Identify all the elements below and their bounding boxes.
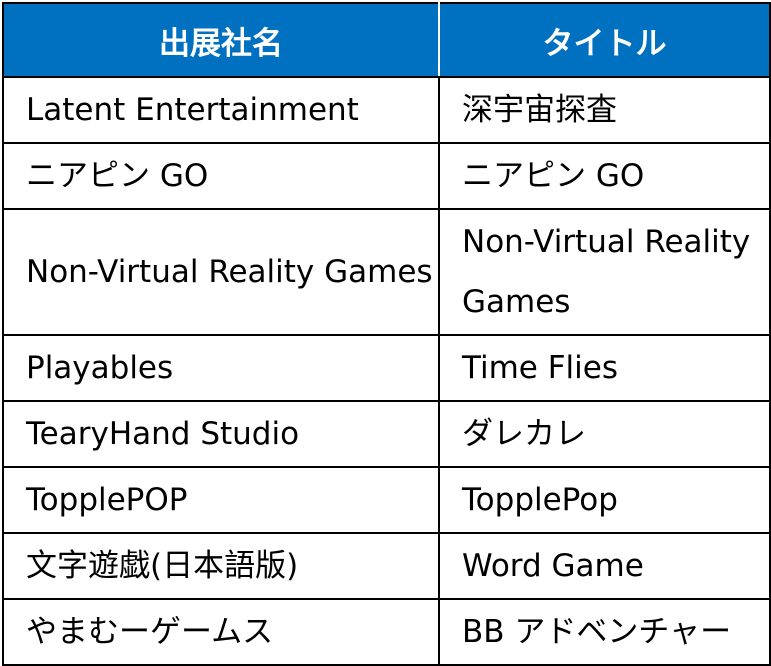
- table-row: Non-Virtual Reality Games Non-Virtual Re…: [2, 208, 771, 336]
- exhibitor-name-cell: TearyHand Studio: [2, 400, 440, 468]
- table-header-row: 出展社名 タイトル: [2, 2, 771, 78]
- table-row: やまむーゲームス BB アドベンチャー: [2, 598, 771, 666]
- game-title-cell: Word Game: [438, 532, 771, 600]
- table-row: TopplePOP TopplePop: [2, 466, 771, 534]
- table-row: TearyHand Studio ダレカレ: [2, 400, 771, 468]
- column-header-exhibitor: 出展社名: [2, 2, 440, 78]
- game-title-cell: 深宇宙探査: [438, 76, 771, 144]
- exhibitor-name-cell: Non-Virtual Reality Games: [2, 208, 440, 336]
- exhibitor-name-cell: ニアピン GO: [2, 142, 440, 210]
- game-title-cell: BB アドベンチャー: [438, 598, 771, 666]
- table-row: ニアピン GO ニアピン GO: [2, 142, 771, 210]
- exhibitor-name-cell: TopplePOP: [2, 466, 440, 534]
- exhibitor-name-cell: やまむーゲームス: [2, 598, 440, 666]
- table-row: 文字遊戯(日本語版) Word Game: [2, 532, 771, 600]
- game-title-cell: Non-Virtual Reality Games: [438, 208, 771, 336]
- exhibitor-name-cell: Latent Entertainment: [2, 76, 440, 144]
- game-title-cell: Time Flies: [438, 334, 771, 402]
- game-title-cell: TopplePop: [438, 466, 771, 534]
- game-title-cell: ニアピン GO: [438, 142, 771, 210]
- table-row: Latent Entertainment 深宇宙探査: [2, 76, 771, 144]
- exhibitor-name-cell: 文字遊戯(日本語版): [2, 532, 440, 600]
- column-header-title: タイトル: [438, 2, 771, 78]
- table-row: Playables Time Flies: [2, 334, 771, 402]
- exhibitor-name-cell: Playables: [2, 334, 440, 402]
- game-title-cell: ダレカレ: [438, 400, 771, 468]
